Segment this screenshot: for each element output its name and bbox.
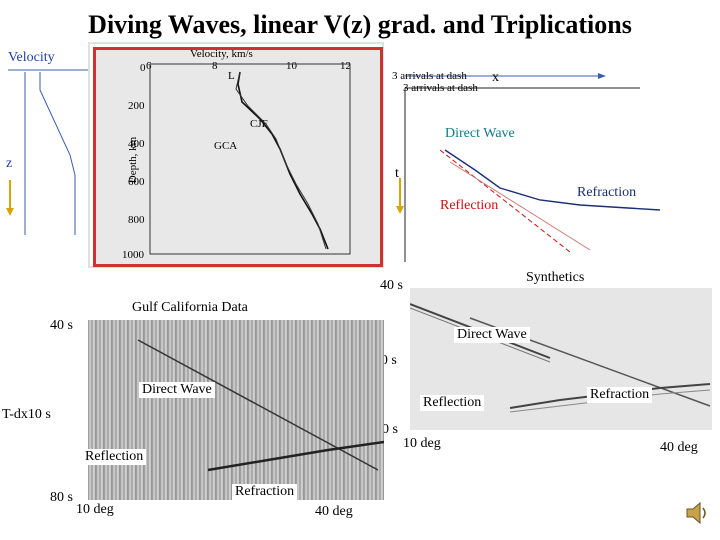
depth-tick-600: 600 bbox=[128, 176, 145, 188]
gulf-phase-lines bbox=[137, 339, 384, 472]
synthetics-reflection-label: Reflection bbox=[420, 395, 485, 411]
gulf-reduction-label: T-dx10 s bbox=[2, 407, 51, 422]
speaker-icon[interactable] bbox=[684, 500, 710, 526]
gulf-time-bottom: 80 s bbox=[50, 490, 73, 505]
synthetics-dist-right: 40 deg bbox=[660, 440, 698, 455]
gulf-title: Gulf California Data bbox=[132, 300, 248, 315]
plot-tick-10: 10 bbox=[286, 60, 297, 72]
synthetics-title: Synthetics bbox=[526, 270, 585, 285]
gulf-direct-wave-label: Direct Wave bbox=[139, 382, 215, 398]
z-label: z bbox=[6, 156, 13, 171]
synthetics-direct-wave-label: Direct Wave bbox=[454, 327, 530, 343]
plot-tick-8: 8 bbox=[212, 60, 218, 72]
gulf-time-top: 40 s bbox=[50, 318, 73, 333]
velocity-label: Velocity bbox=[8, 50, 55, 65]
plot-top-label: Velocity, km/s bbox=[190, 48, 253, 60]
depth-tick-400: 400 bbox=[128, 138, 145, 150]
depth-tick-800: 800 bbox=[128, 214, 145, 226]
plot-tick-12: 12 bbox=[340, 60, 351, 72]
gulf-seismogram-panel bbox=[88, 320, 384, 500]
plot-tick-6: 6 bbox=[146, 60, 152, 72]
slide-title: Diving Waves, linear V(z) grad. and Trip… bbox=[88, 10, 632, 39]
gulf-trace-texture bbox=[88, 320, 384, 500]
velocity-depth-plot: Velocity, km/s 6 8 10 12 Depth, km 0 200… bbox=[88, 42, 384, 268]
annotation-gca: GCA bbox=[214, 140, 238, 152]
gulf-refraction-label: Refraction bbox=[232, 484, 298, 500]
tt-direct-wave-label: Direct Wave bbox=[445, 126, 515, 141]
depth-tick-200: 200 bbox=[128, 100, 145, 112]
tt-refraction-label: Refraction bbox=[577, 185, 637, 200]
x-axis-label: x bbox=[492, 70, 499, 85]
arrivals-label-2: 3 arrivals at dash bbox=[403, 82, 478, 94]
annotation-l: L bbox=[228, 70, 235, 82]
depth-tick-1000: 1000 bbox=[122, 249, 144, 261]
gulf-dist-right: 40 deg bbox=[315, 504, 353, 519]
gulf-dist-left: 10 deg bbox=[76, 502, 114, 517]
depth-tick-0: 0 bbox=[140, 62, 146, 74]
synthetics-dist-left: 10 deg bbox=[403, 436, 441, 451]
gulf-reflection-label: Reflection bbox=[82, 449, 147, 465]
velocity-profile-curve bbox=[149, 63, 351, 255]
synthetics-time-top: 40 s bbox=[380, 278, 403, 293]
arrivals-label-1: 3 arrivals at dash bbox=[392, 70, 467, 82]
tt-reflection-label: Reflection bbox=[440, 198, 499, 213]
speaker-icon-graphic bbox=[686, 501, 706, 525]
synthetics-refraction-label: Refraction bbox=[587, 387, 653, 403]
t-axis-label: t bbox=[395, 166, 399, 181]
